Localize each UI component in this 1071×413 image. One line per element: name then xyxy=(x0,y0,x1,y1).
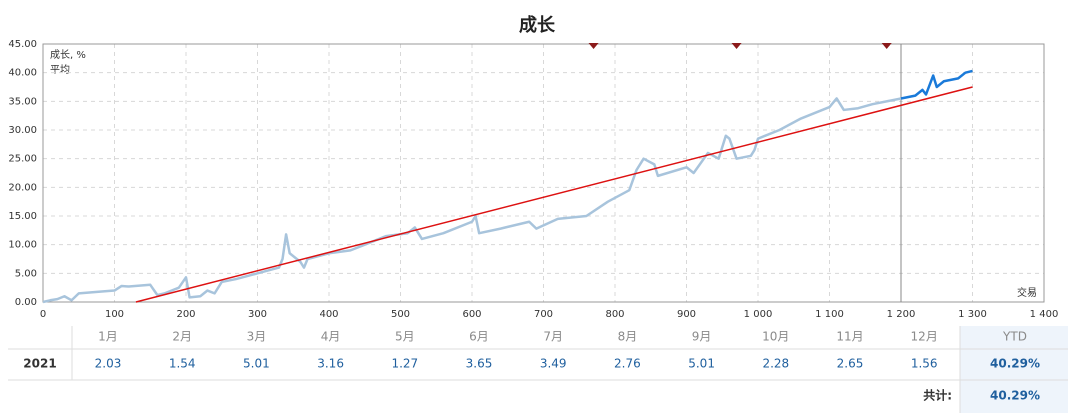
y-tick-label: 10.00 xyxy=(8,240,37,251)
table-header: 5月 xyxy=(395,330,415,344)
y-tick-label: 15.00 xyxy=(8,211,37,222)
ytd-background xyxy=(960,326,1068,413)
table-header: 11月 xyxy=(836,330,863,344)
series-line xyxy=(900,69,973,100)
x-tick-label: 400 xyxy=(319,309,338,320)
y-tick-label: 45.00 xyxy=(8,39,37,50)
legend-entry: 平均 xyxy=(50,64,70,76)
x-tick-label: 1 000 xyxy=(744,309,773,320)
table-header: 10月 xyxy=(762,330,789,344)
series-line xyxy=(42,97,902,304)
event-marker xyxy=(881,43,892,49)
x-tick-label: 1 400 xyxy=(1030,309,1059,320)
legend-entry: 成长, % xyxy=(50,49,86,61)
table-header: YTD xyxy=(1002,330,1027,344)
table-header: 2月 xyxy=(172,330,192,344)
series-line xyxy=(135,86,973,303)
y-tick-label: 30.00 xyxy=(8,125,37,136)
table-cell: 1.54 xyxy=(169,357,196,371)
table-header: 4月 xyxy=(321,330,341,344)
x-tick-label: 700 xyxy=(534,309,553,320)
table-header: 8月 xyxy=(618,330,638,344)
x-tick-label: 300 xyxy=(248,309,267,320)
x-tick-label: 800 xyxy=(605,309,624,320)
table-cell: 5.01 xyxy=(243,357,270,371)
row-label: 2021 xyxy=(23,357,56,371)
chart-title: 成长 xyxy=(519,14,556,36)
table-cell: 5.01 xyxy=(688,357,715,371)
x-tick-label: 500 xyxy=(391,309,410,320)
table-header: 9月 xyxy=(692,330,712,344)
total-label: 共计: xyxy=(923,388,952,403)
y-tick-label: 25.00 xyxy=(8,154,37,165)
y-tick-label: 20.00 xyxy=(8,182,37,193)
x-tick-label: 1 200 xyxy=(887,309,916,320)
x-tick-label: 200 xyxy=(176,309,195,320)
y-tick-label: 0.00 xyxy=(15,297,37,308)
table-cell: 2.28 xyxy=(762,357,789,371)
table-cell: 40.29% xyxy=(990,357,1040,371)
x-tick-label: 1 100 xyxy=(815,309,844,320)
table-header: 12月 xyxy=(911,330,938,344)
y-tick-label: 35.00 xyxy=(8,96,37,107)
table-header: 7月 xyxy=(543,330,563,344)
x-tick-label: 0 xyxy=(40,309,46,320)
x-tick-label: 100 xyxy=(105,309,124,320)
table-cell: 2.03 xyxy=(95,357,122,371)
total-value: 40.29% xyxy=(990,389,1040,403)
table-header: 6月 xyxy=(469,330,489,344)
table-cell: 3.65 xyxy=(466,357,493,371)
table-header: 3月 xyxy=(247,330,267,344)
plot-frame xyxy=(42,43,1045,303)
table-cell: 3.49 xyxy=(540,357,567,371)
table-cell: 2.76 xyxy=(614,357,641,371)
table-cell: 1.27 xyxy=(391,357,418,371)
y-tick-label: 5.00 xyxy=(15,268,37,279)
table-cell: 2.65 xyxy=(837,357,864,371)
event-marker xyxy=(588,43,599,49)
y-tick-label: 40.00 xyxy=(8,68,37,79)
x-tick-label: 600 xyxy=(462,309,481,320)
event-marker xyxy=(731,43,742,49)
table-header: 1月 xyxy=(98,330,118,344)
x-tick-label: 900 xyxy=(677,309,696,320)
table-cell: 3.16 xyxy=(317,357,344,371)
x-axis-label: 交易 xyxy=(1017,286,1037,299)
x-tick-label: 1 300 xyxy=(958,309,987,320)
table-cell: 1.56 xyxy=(911,357,938,371)
